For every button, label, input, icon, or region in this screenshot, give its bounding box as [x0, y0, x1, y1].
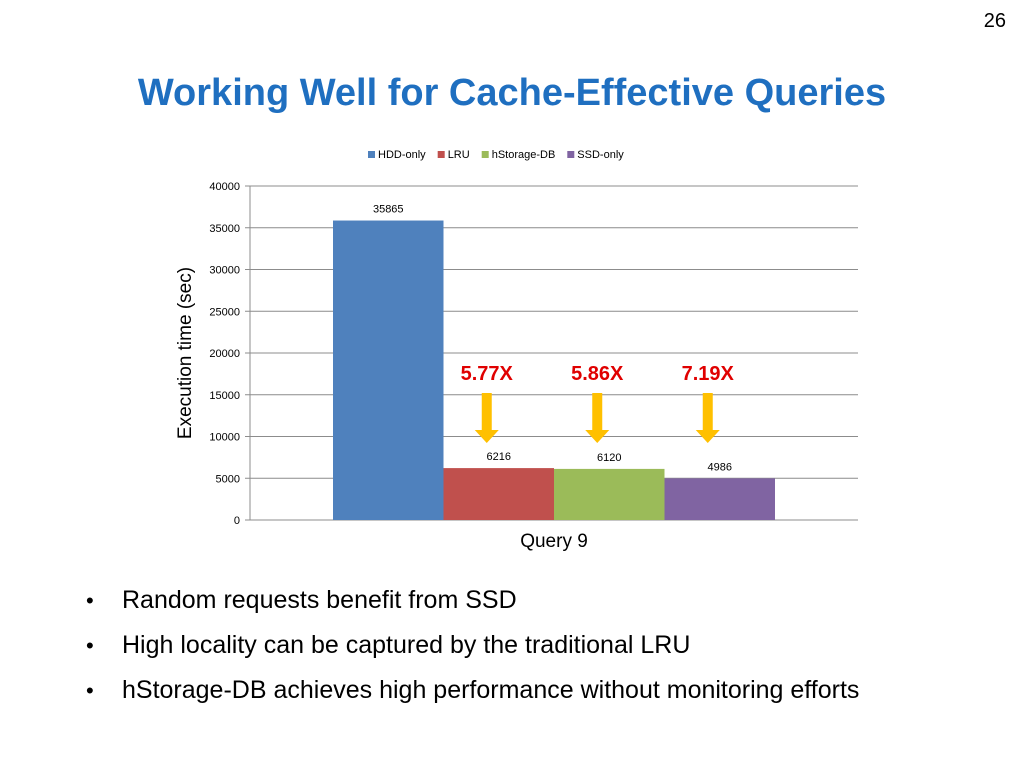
legend-swatch	[481, 151, 489, 158]
y-tick-label: 25000	[209, 306, 240, 318]
data-label: 6216	[487, 451, 511, 463]
data-label: 35865	[373, 204, 404, 216]
y-tick-label: 40000	[209, 181, 240, 193]
y-tick-label: 20000	[209, 348, 240, 360]
legend-swatch	[437, 151, 445, 158]
data-label: 4986	[708, 461, 732, 473]
bullet-icon: •	[86, 633, 94, 658]
y-tick-label: 30000	[209, 265, 240, 277]
down-arrow-icon	[695, 393, 720, 443]
x-category-label: Query 9	[520, 531, 588, 552]
bar-chart: 0 5000 10000 15000 20000 25000 30000 35000 40000…	[175, 149, 858, 552]
bullet-item: • hStorage-DB achieves high performance w…	[86, 668, 859, 713]
legend-entry: hStorage-DB	[492, 149, 556, 161]
down-arrow-icon	[474, 393, 499, 443]
bar-hdd-only	[333, 220, 444, 520]
y-tick-label: 15000	[209, 390, 240, 402]
speedup-label: 7.19X	[682, 363, 735, 385]
bullet-text: High locality can be captured by the tra…	[122, 631, 691, 659]
bullet-text: Random requests benefit from SSD	[122, 586, 517, 614]
legend-swatch	[368, 151, 375, 158]
legend-entry: LRU	[448, 149, 470, 161]
y-tick-label: 35000	[209, 223, 240, 235]
bullet-icon: •	[86, 678, 94, 703]
bullet-icon: •	[86, 588, 94, 613]
data-label: 6120	[597, 452, 621, 464]
speedup-label: 5.86X	[571, 363, 624, 385]
legend-entry: HDD-only	[378, 149, 426, 161]
bar-ssd-only	[664, 478, 775, 520]
legend-swatch	[567, 151, 575, 158]
bullet-list: • Random requests benefit from SSD • High …	[86, 578, 859, 713]
legend-entry: SSD-only	[577, 149, 624, 161]
bar-lru	[443, 468, 554, 520]
y-tick-label: 5000	[216, 473, 240, 485]
slide-number: 26	[983, 10, 1006, 32]
slide-title: Working Well for Cache-Effective Queries	[137, 72, 887, 114]
speedup-label: 5.77X	[461, 363, 514, 385]
bullet-item: • High locality can be captured by the tr…	[86, 623, 859, 668]
y-axis-title: Execution time (sec)	[175, 267, 196, 439]
y-tick-label: 10000	[209, 432, 240, 444]
bullet-text: hStorage-DB achieves high performance wi…	[122, 676, 860, 704]
bullet-item: • Random requests benefit from SSD	[86, 578, 859, 623]
down-arrow-icon	[585, 393, 610, 443]
y-tick-label: 0	[234, 515, 240, 527]
bar-hstorage-db	[554, 468, 665, 520]
